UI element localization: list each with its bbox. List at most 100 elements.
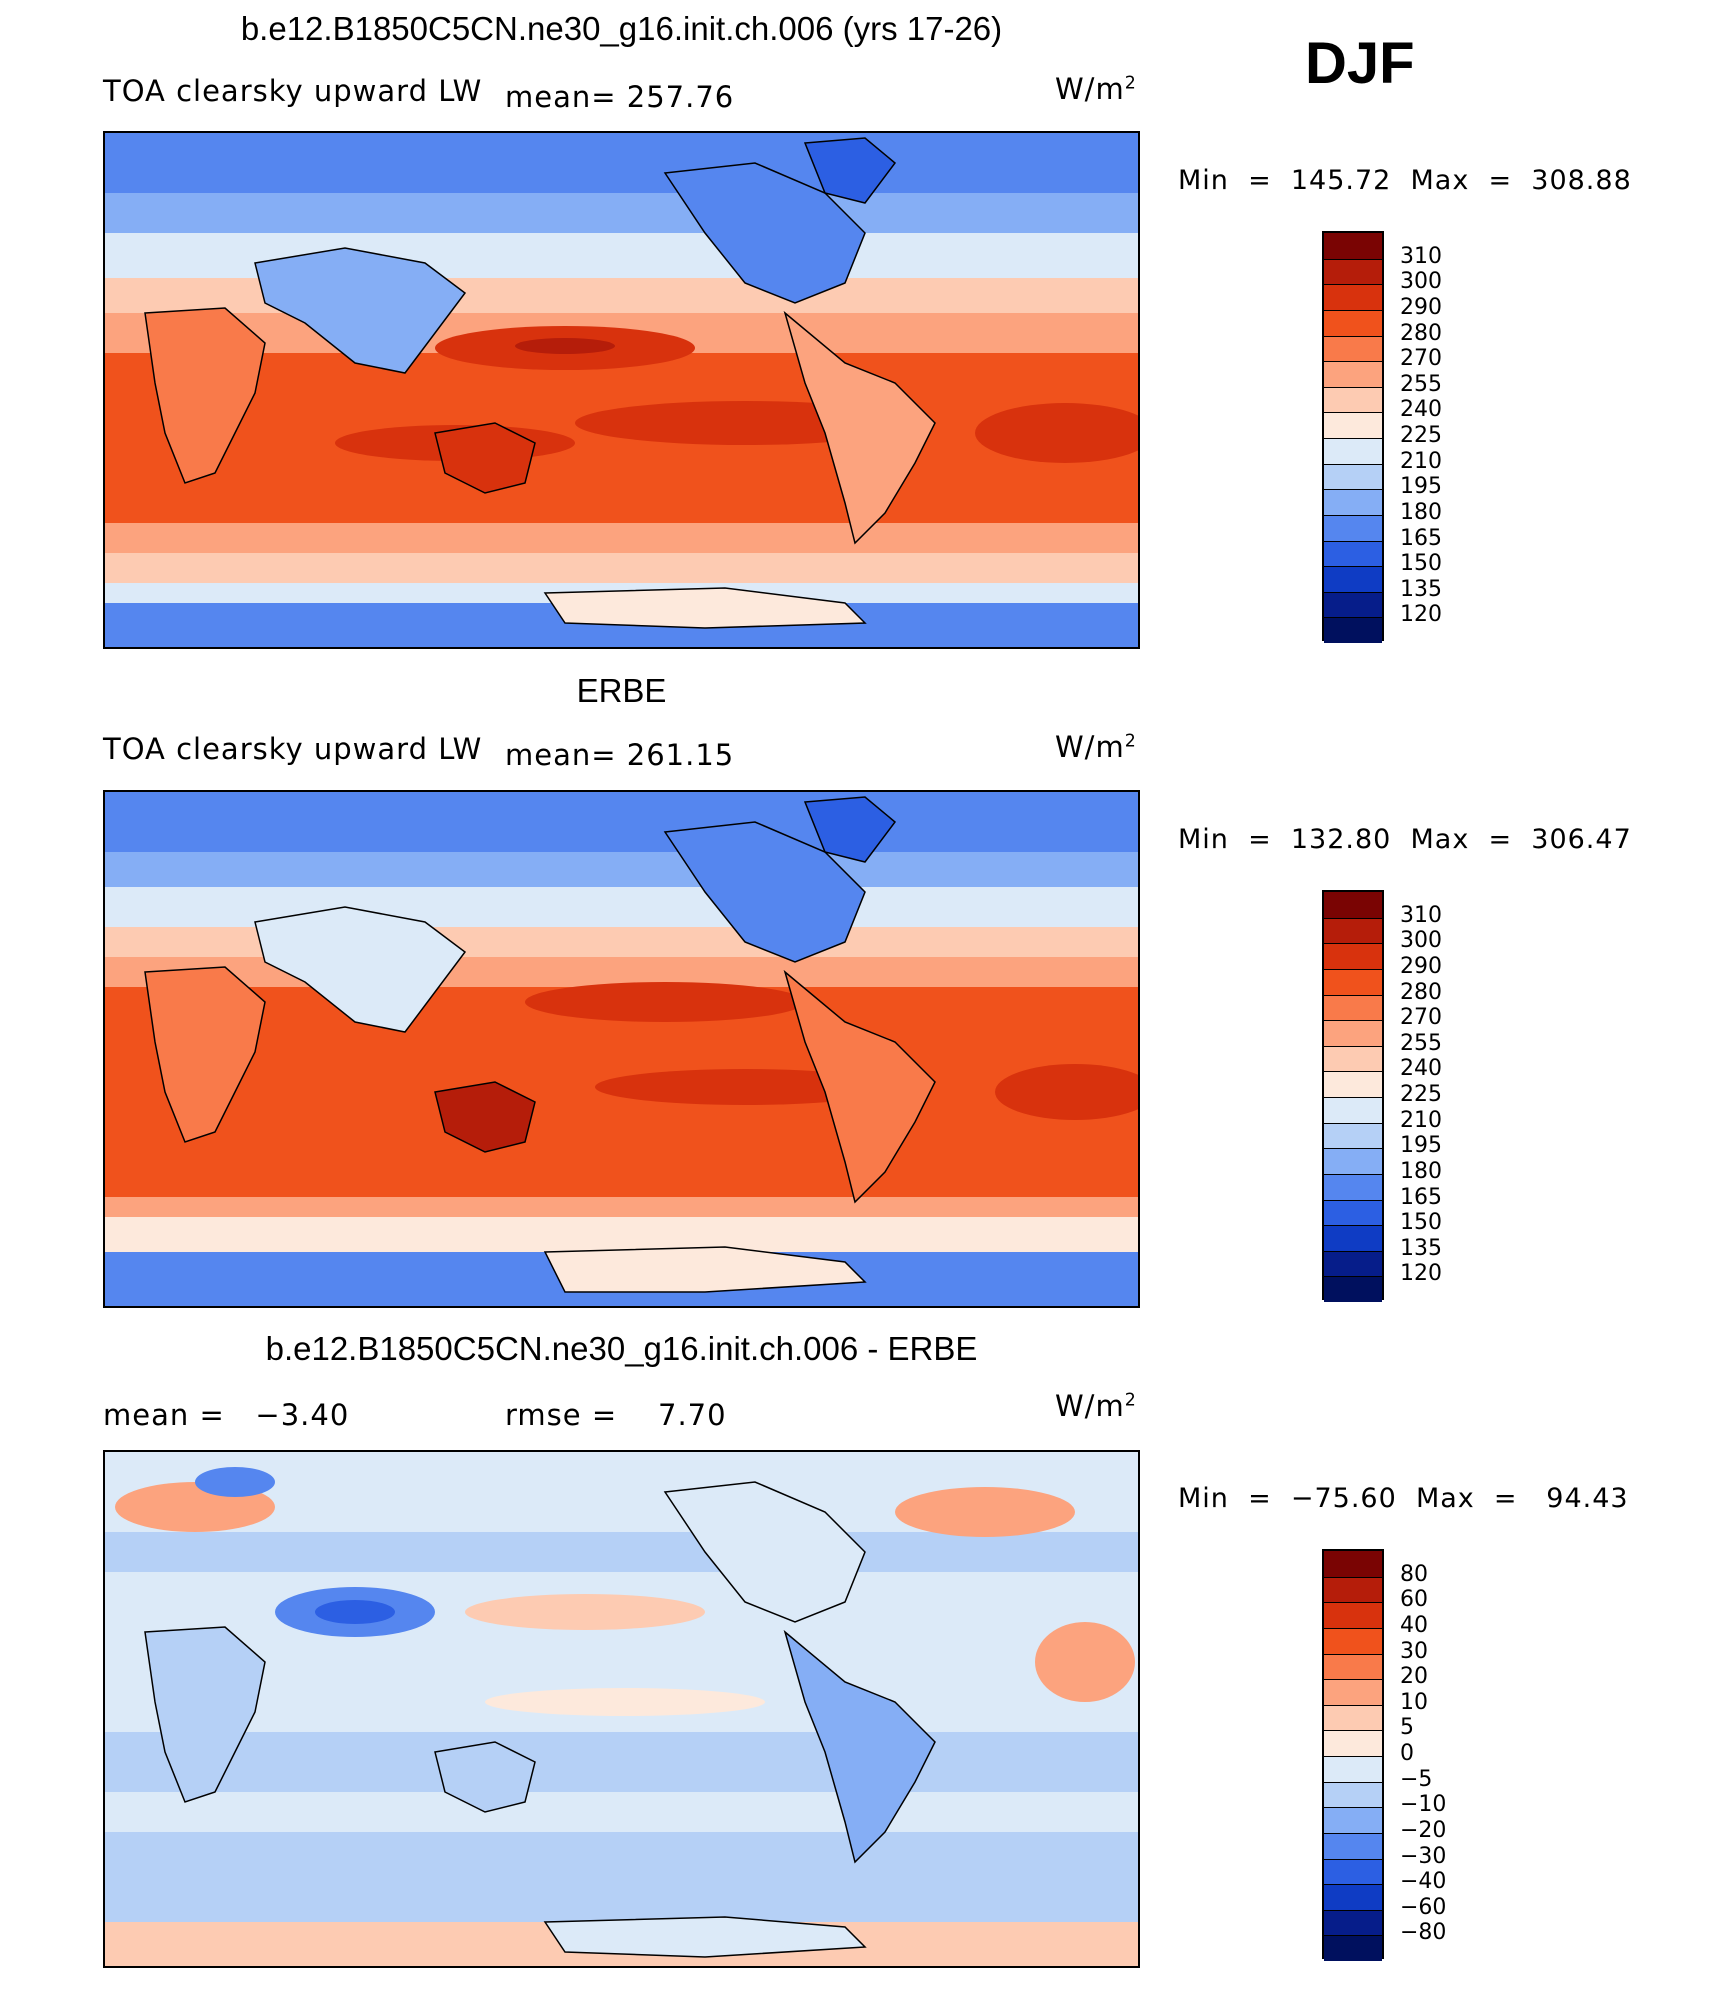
units-exponent: 2 — [1124, 1390, 1137, 1411]
colorbar-tick-label: 290 — [1400, 953, 1442, 979]
colorbar-tick-label: 240 — [1400, 397, 1442, 423]
panel1-colorbar — [1322, 231, 1384, 643]
panel2-minmax: Min = 132.80 Max = 306.47 — [1178, 824, 1632, 855]
panel1-map-svg — [105, 133, 1138, 647]
panel3-map — [103, 1450, 1140, 1968]
colorbar-swatch — [1324, 1173, 1382, 1200]
units-text: W/m — [1055, 1389, 1125, 1423]
colorbar-swatch — [1324, 943, 1382, 969]
colorbar-swatch — [1324, 284, 1382, 310]
colorbar-swatch — [1324, 1250, 1382, 1277]
colorbar-swatch — [1324, 1704, 1382, 1731]
colorbar-swatch — [1324, 412, 1382, 438]
colorbar-tick-label: −20 — [1400, 1817, 1447, 1843]
colorbar-tick-label: −60 — [1400, 1894, 1447, 1920]
colorbar-swatch — [1324, 1276, 1382, 1302]
colorbar-swatch — [1324, 1730, 1382, 1756]
units-text: W/m — [1055, 730, 1125, 764]
colorbar-swatch — [1324, 566, 1382, 592]
colorbar-swatch — [1324, 1627, 1382, 1654]
colorbar-tick-label: −80 — [1400, 1920, 1447, 1946]
colorbar-swatch — [1324, 386, 1382, 413]
colorbar-swatch — [1324, 1858, 1382, 1885]
colorbar-tick-label: 30 — [1400, 1638, 1428, 1664]
colorbar-swatch — [1324, 438, 1382, 464]
colorbar-tick-label: 300 — [1400, 928, 1442, 954]
colorbar-tick-label: 210 — [1400, 448, 1442, 474]
colorbar-swatch — [1324, 233, 1382, 259]
colorbar-tick-label: 20 — [1400, 1664, 1428, 1690]
colorbar-swatch — [1324, 1576, 1382, 1603]
panel1-map — [103, 131, 1140, 649]
colorbar-swatch — [1324, 1020, 1382, 1046]
colorbar-swatch — [1324, 335, 1382, 362]
colorbar-tick-label: −10 — [1400, 1792, 1447, 1818]
panel1-units: W/m2 — [1055, 72, 1137, 106]
panel3-units: W/m2 — [1055, 1389, 1137, 1423]
colorbar-tick-label: 0 — [1400, 1741, 1414, 1766]
colorbar-tick-label: 5 — [1400, 1715, 1414, 1741]
colorbar-tick-label: 150 — [1400, 1210, 1442, 1236]
colorbar-swatch — [1324, 1122, 1382, 1149]
panel2-mean-label: mean= 261.15 — [505, 738, 735, 772]
colorbar-swatch — [1324, 1097, 1382, 1123]
colorbar-tick-label: −30 — [1400, 1843, 1447, 1869]
panel2-map — [103, 790, 1140, 1308]
colorbar-tick-label: 255 — [1400, 1030, 1442, 1056]
colorbar-swatch — [1324, 361, 1382, 387]
colorbar-tick-label: 60 — [1400, 1587, 1428, 1613]
panel2-colorbar — [1322, 890, 1384, 1302]
colorbar-tick-label: 255 — [1400, 371, 1442, 397]
colorbar-swatch — [1324, 1653, 1382, 1680]
colorbar-tick-label: 180 — [1400, 499, 1442, 525]
colorbar-swatch — [1324, 591, 1382, 618]
season-label: DJF — [1305, 31, 1415, 96]
colorbar-tick-label: 135 — [1400, 576, 1442, 602]
colorbar-swatch — [1324, 463, 1382, 490]
colorbar-swatch — [1324, 1935, 1382, 1961]
colorbar-tick-label: 310 — [1400, 243, 1442, 269]
colorbar-swatch — [1324, 1071, 1382, 1097]
colorbar-tick-label: 280 — [1400, 320, 1442, 346]
colorbar-tick-label: 225 — [1400, 1082, 1442, 1107]
colorbar-swatch — [1324, 617, 1382, 643]
colorbar-tick-label: 240 — [1400, 1056, 1442, 1082]
colorbar-tick-label: 165 — [1400, 525, 1442, 551]
colorbar-swatch — [1324, 1225, 1382, 1251]
colorbar-tick-label: 290 — [1400, 294, 1442, 320]
units-exponent: 2 — [1124, 73, 1137, 94]
colorbar-tick-label: 210 — [1400, 1107, 1442, 1133]
colorbar-tick-label: 300 — [1400, 269, 1442, 295]
colorbar-tick-label: −5 — [1400, 1766, 1433, 1792]
colorbar-swatch — [1324, 1148, 1382, 1174]
colorbar-swatch — [1324, 1602, 1382, 1628]
colorbar-swatch — [1324, 1909, 1382, 1936]
colorbar-swatch — [1324, 1781, 1382, 1808]
colorbar-swatch — [1324, 489, 1382, 515]
colorbar-swatch — [1324, 540, 1382, 567]
panel3-title: b.e12.B1850C5CN.ne30_g16.init.ch.006 - E… — [265, 1330, 978, 1367]
panel3-minmax: Min = −75.60 Max = 94.43 — [1178, 1483, 1629, 1514]
colorbar-tick-label: 310 — [1400, 902, 1442, 928]
colorbar-tick-label: 180 — [1400, 1158, 1442, 1184]
colorbar-swatch — [1324, 892, 1382, 918]
panel2-title: ERBE — [576, 672, 667, 709]
colorbar-swatch — [1324, 917, 1382, 944]
colorbar-swatch — [1324, 994, 1382, 1021]
colorbar-swatch — [1324, 1756, 1382, 1782]
colorbar-tick-label: 195 — [1400, 1133, 1442, 1159]
panel1-variable-label: TOA clearsky upward LW — [103, 74, 483, 108]
colorbar-swatch — [1324, 514, 1382, 541]
panel3-colorbar — [1322, 1549, 1384, 1961]
colorbar-swatch — [1324, 968, 1382, 995]
colorbar-tick-label: 195 — [1400, 474, 1442, 500]
units-exponent: 2 — [1124, 731, 1137, 752]
colorbar-tick-label: 270 — [1400, 1005, 1442, 1031]
panel2-map-svg — [105, 792, 1138, 1306]
panel3-map-svg — [105, 1452, 1138, 1966]
panel1-title: b.e12.B1850C5CN.ne30_g16.init.ch.006 (yr… — [240, 10, 1003, 47]
panel1-minmax: Min = 145.72 Max = 308.88 — [1178, 165, 1632, 196]
colorbar-tick-label: 120 — [1400, 1261, 1442, 1287]
panel1-mean-label: mean= 257.76 — [505, 80, 735, 114]
colorbar-tick-label: 280 — [1400, 979, 1442, 1005]
